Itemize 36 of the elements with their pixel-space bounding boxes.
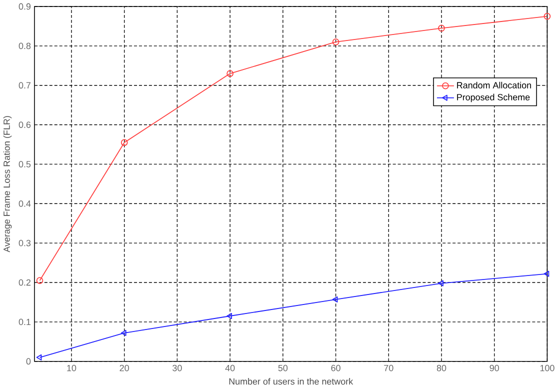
x-tick-label: 50: [278, 364, 288, 372]
x-tick-label: 10: [67, 364, 76, 372]
point: [36, 277, 44, 284]
point: [544, 12, 551, 20]
point: [120, 330, 126, 336]
y-tick-label: 0.9: [18, 3, 31, 10]
point: [36, 354, 42, 360]
x-tick-label: 30: [172, 364, 182, 372]
point: [438, 280, 444, 286]
x-tick-label: 40: [225, 364, 235, 372]
x-tick-label: 70: [384, 364, 394, 372]
x-tick-label: 90: [490, 364, 499, 372]
y-tick-label: 0.7: [18, 82, 31, 89]
y-tick-label: 0.1: [18, 318, 31, 326]
point: [226, 313, 232, 320]
x-axis-title: Number of users in the network: [229, 378, 354, 385]
point: [120, 139, 128, 146]
legend-label: Proposed Scheme: [457, 94, 530, 102]
y-tick-label: 0.8: [18, 42, 31, 50]
point: [332, 38, 340, 46]
legend-label: Random Allocation: [457, 82, 531, 88]
y-tick-label: 0.3: [18, 240, 31, 246]
y-tick-label: 0.5: [18, 161, 31, 168]
y-tick-label: 0.4: [18, 200, 31, 207]
x-tick-label: 20: [120, 364, 129, 372]
y-axis-title: Average Frame Loss Ration (FLR): [3, 116, 12, 252]
x-tick-label: 100: [540, 364, 554, 372]
x-tick-label: 80: [436, 364, 446, 372]
point: [544, 270, 550, 277]
point: [438, 24, 445, 32]
y-tick-label: 0: [26, 358, 31, 365]
point: [332, 296, 338, 303]
point: [226, 70, 234, 77]
y-tick-label: 0.2: [18, 279, 31, 286]
y-tick-label: 0.6: [18, 122, 31, 128]
x-tick-label: 60: [331, 364, 340, 372]
